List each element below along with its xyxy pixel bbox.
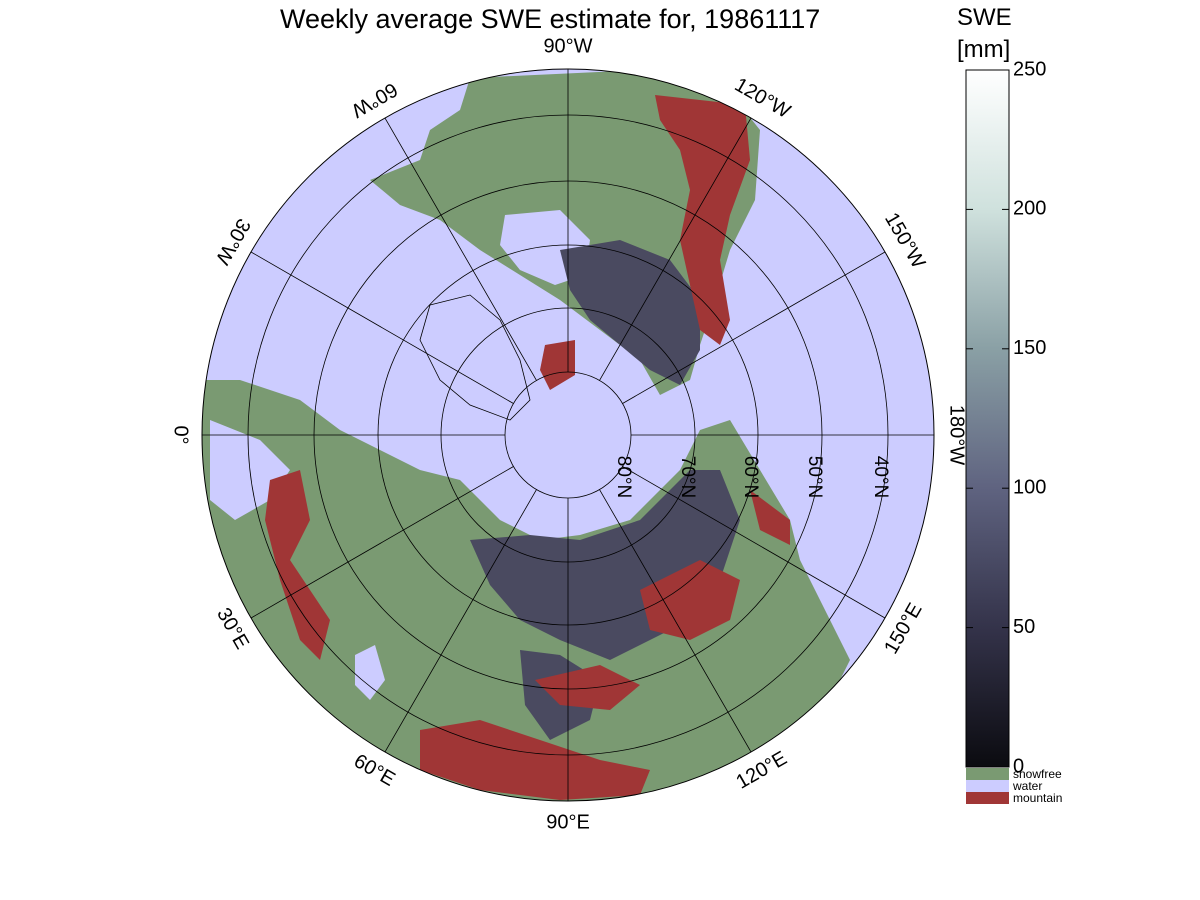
meridian-line [622, 466, 886, 619]
kamchatka-mountains [750, 490, 790, 545]
altai-mountains [535, 665, 640, 710]
latitude-label: 50°N [804, 456, 825, 498]
meridian-line [599, 117, 752, 381]
greenland-outline [419, 294, 531, 421]
longitude-label: 90°E [546, 811, 590, 833]
latitude-label: 80°N [613, 456, 634, 498]
category-label: mountain [1013, 791, 1062, 805]
category-swatch [966, 768, 1009, 780]
colorbar-gradient [965, 69, 1010, 768]
east-siberia-mountains [640, 560, 740, 640]
alps-mountains [265, 470, 330, 660]
latitude-label: 40°N [870, 456, 891, 498]
colorbar-tick-label: 250 [1013, 58, 1046, 80]
latitude-label: 60°N [740, 456, 761, 498]
map-border [201, 68, 935, 802]
latitude-label: 70°N [677, 456, 698, 498]
colorbar-title: SWE [957, 4, 1012, 31]
colorbar-tick-label: 150 [1013, 337, 1046, 359]
colorbar-unit: [mm] [957, 36, 1011, 63]
category-label: snowfree [1013, 767, 1062, 781]
graticule [202, 69, 934, 801]
caspian-sea [355, 645, 385, 700]
baffin-mountain [540, 340, 575, 390]
longitude-label: 90°W [543, 35, 592, 57]
colorbar-tick-label: 200 [1013, 198, 1046, 220]
colorbar-tick-label: 100 [1013, 476, 1046, 498]
colorbar-tick-label: 0 [1013, 755, 1024, 777]
meridian-line [384, 117, 537, 381]
latitude-labels: 80°N 70°N 60°N 50°N 40°N [613, 456, 891, 498]
longitude-label: 180°W [946, 405, 968, 465]
meridian-line [250, 466, 514, 619]
figure-title: Weekly average SWE estimate for, 1986111… [280, 4, 821, 34]
map-disk [202, 69, 934, 801]
category-label: water [1012, 779, 1042, 793]
meridian-line [250, 251, 514, 404]
colorbar-ticks: 0 50 100 150 200 250 [966, 58, 1046, 777]
meridian-line [622, 251, 886, 404]
north-america-snow [560, 240, 700, 385]
category-swatch [966, 792, 1009, 804]
longitude-label: 0° [170, 425, 192, 444]
meridian-line [384, 489, 537, 753]
rocky-mountains [655, 95, 750, 345]
himalaya-mountains [420, 720, 650, 800]
colorbar-tick-label: 50 [1013, 616, 1035, 638]
meridian-line [599, 489, 752, 753]
category-swatch [966, 780, 1009, 792]
